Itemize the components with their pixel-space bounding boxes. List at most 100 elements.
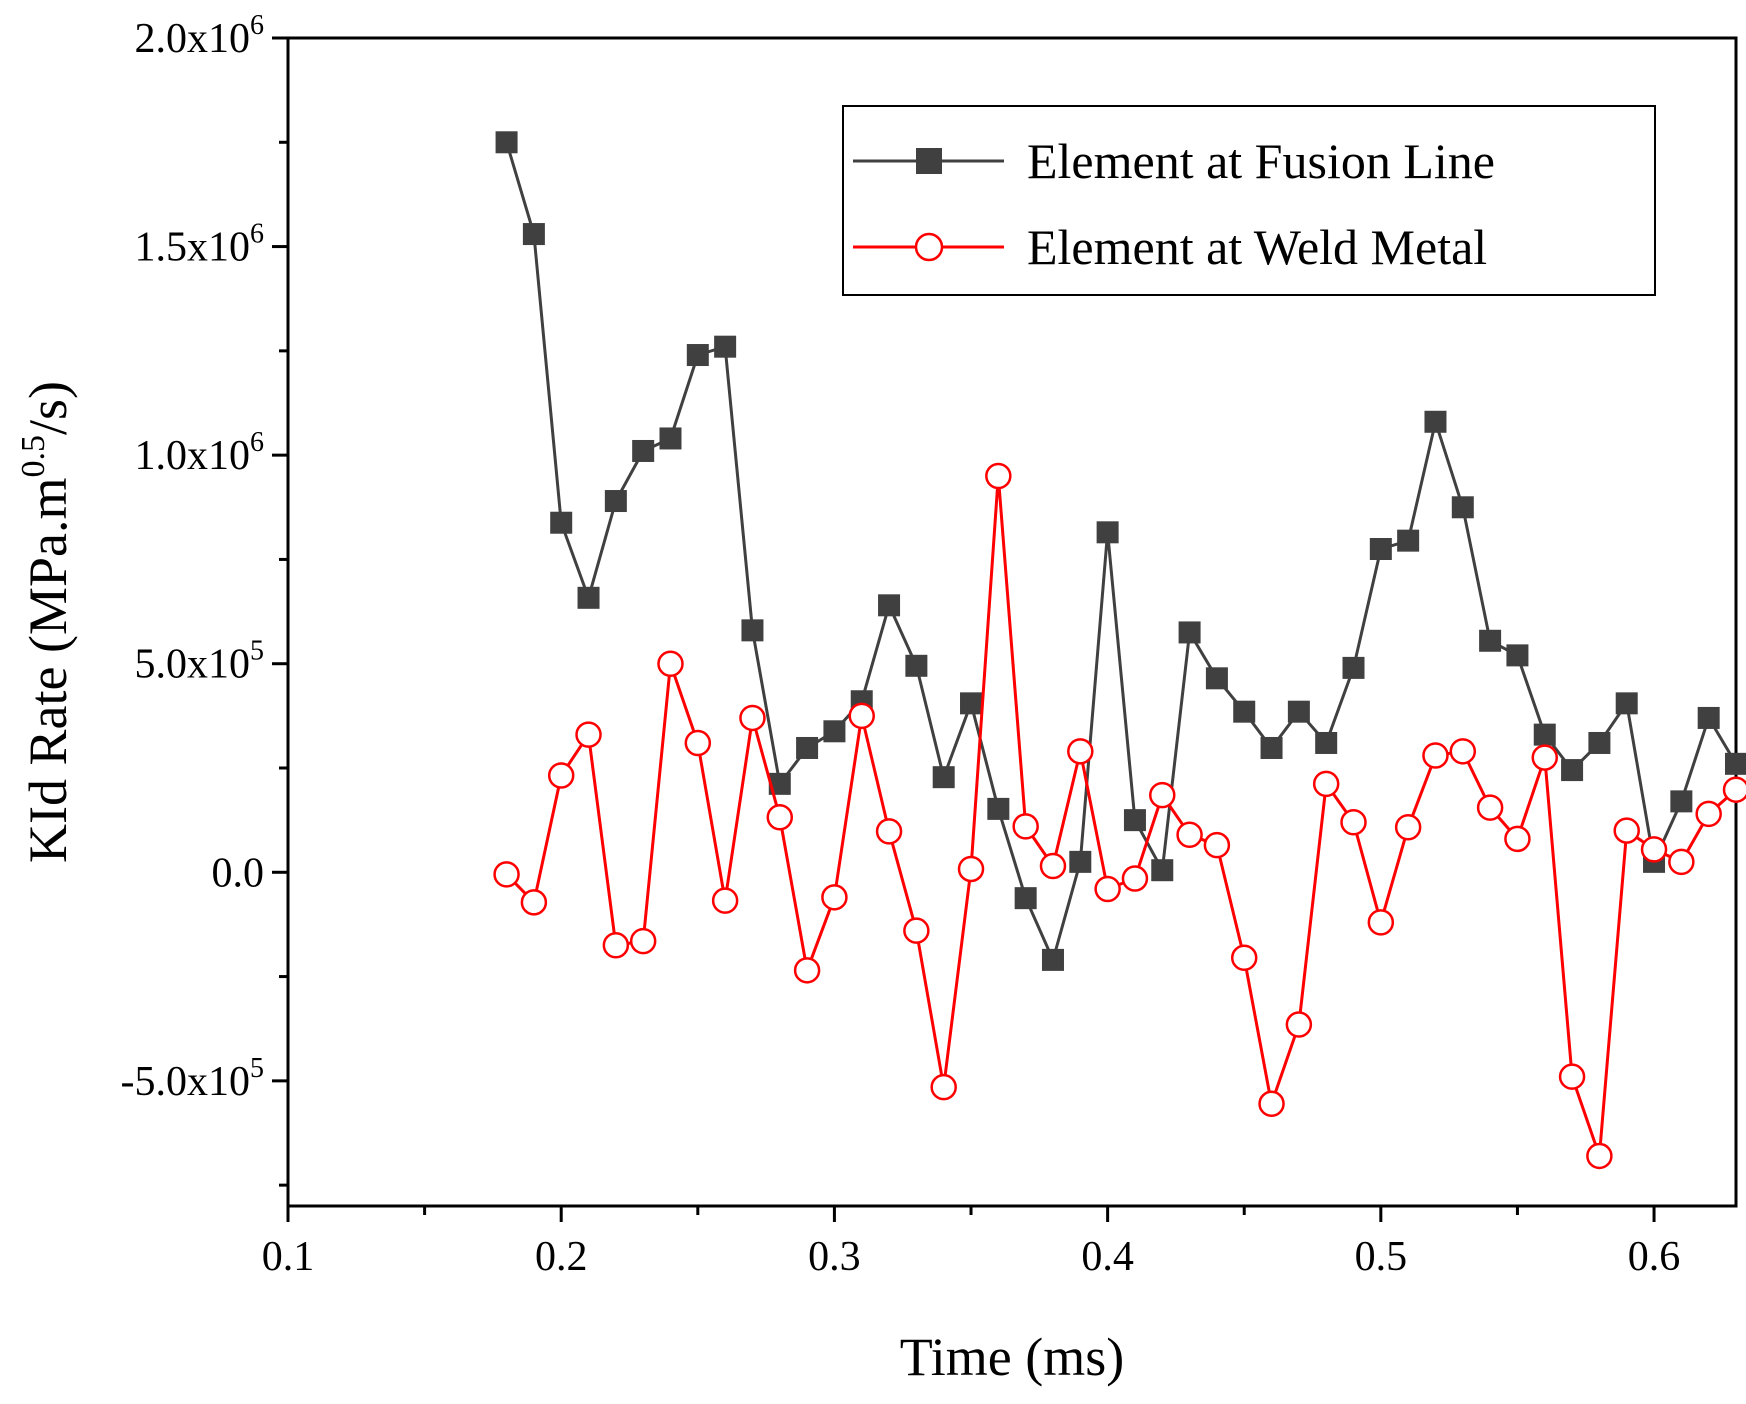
data-point-fusion-line xyxy=(1123,809,1146,832)
data-point-fusion-line xyxy=(577,586,600,609)
data-point-weld-metal xyxy=(1558,1063,1586,1090)
data-point-weld-metal xyxy=(1312,770,1340,798)
data-point-weld-metal xyxy=(821,884,848,911)
legend-box xyxy=(842,105,1656,296)
data-point-weld-metal xyxy=(1449,738,1477,765)
data-point-fusion-line xyxy=(1151,859,1174,882)
y-axis-title-exponent: 0.5 xyxy=(15,435,52,478)
data-point-weld-metal xyxy=(1149,781,1176,809)
x-tick-label: 0.3 xyxy=(808,1234,861,1280)
data-point-fusion-line xyxy=(1506,644,1529,667)
data-point-fusion-line xyxy=(1561,759,1584,782)
data-point-weld-metal xyxy=(1203,831,1231,859)
data-point-weld-metal xyxy=(1422,742,1449,769)
data-point-fusion-line xyxy=(1205,667,1228,690)
data-point-fusion-line xyxy=(1397,529,1420,552)
data-point-fusion-line xyxy=(659,427,682,450)
data-point-weld-metal xyxy=(848,702,875,730)
data-point-fusion-line xyxy=(1233,700,1256,723)
data-point-weld-metal xyxy=(520,889,548,916)
data-point-weld-metal xyxy=(1504,825,1531,853)
data-point-weld-metal xyxy=(793,957,821,984)
data-point-weld-metal xyxy=(1176,821,1203,848)
data-point-fusion-line xyxy=(1014,887,1037,910)
y-tick-exponent: 5 xyxy=(250,1053,264,1084)
y-tick-label: 5.0x105 xyxy=(135,636,265,688)
data-point-fusion-line xyxy=(741,619,764,642)
data-point-weld-metal xyxy=(711,887,739,914)
y-axis-title-prefix: KId Rate (MPa.m xyxy=(18,478,78,863)
data-point-weld-metal xyxy=(1367,909,1395,936)
data-point-weld-metal xyxy=(1394,813,1422,841)
data-point-weld-metal xyxy=(766,803,794,831)
data-point-fusion-line xyxy=(823,720,846,743)
data-point-fusion-line xyxy=(686,344,709,367)
data-point-weld-metal xyxy=(985,462,1012,490)
data-point-fusion-line xyxy=(1615,692,1638,715)
data-point-fusion-line xyxy=(1533,723,1556,746)
data-point-fusion-line xyxy=(1369,538,1392,560)
y-tick-exponent: 5 xyxy=(250,636,264,667)
data-point-fusion-line xyxy=(1670,790,1693,813)
data-point-weld-metal xyxy=(602,932,630,959)
data-point-weld-metal xyxy=(493,861,520,888)
data-point-weld-metal xyxy=(1039,852,1067,880)
data-point-weld-metal xyxy=(957,855,985,883)
data-point-weld-metal xyxy=(1094,875,1121,903)
data-point-fusion-line xyxy=(550,511,573,534)
data-point-weld-metal xyxy=(1340,808,1367,836)
y-axis-title: KId Rate (MPa.m0.5/s) xyxy=(15,381,78,863)
data-point-weld-metal xyxy=(1012,813,1039,840)
data-point-fusion-line xyxy=(1588,731,1611,754)
y-tick-exponent: 6 xyxy=(250,219,264,250)
y-tick-mantissa: 1.0x10 xyxy=(135,433,251,479)
data-point-weld-metal xyxy=(1476,794,1504,821)
legend-marker-fusion xyxy=(916,148,942,174)
data-point-fusion-line xyxy=(905,654,928,677)
data-point-fusion-line xyxy=(1697,706,1720,729)
data-point-fusion-line xyxy=(1315,731,1338,754)
data-point-weld-metal xyxy=(547,762,575,789)
data-point-fusion-line xyxy=(604,490,627,513)
x-axis-title: Time (ms) xyxy=(900,1327,1125,1387)
y-tick-label: 1.5x106 xyxy=(135,219,265,271)
data-point-weld-metal xyxy=(1531,744,1559,771)
data-point-fusion-line xyxy=(1725,752,1746,775)
data-point-weld-metal xyxy=(903,917,930,944)
data-point-fusion-line xyxy=(1260,736,1283,759)
data-point-weld-metal xyxy=(1695,800,1722,828)
legend: Element at Fusion Line Element at Weld M… xyxy=(842,105,1656,296)
data-point-weld-metal xyxy=(1067,738,1094,765)
data-point-weld-metal xyxy=(1285,1011,1313,1038)
data-point-fusion-line xyxy=(1451,496,1474,519)
data-point-fusion-line xyxy=(768,772,791,795)
data-point-weld-metal xyxy=(684,729,712,757)
data-point-fusion-line xyxy=(932,766,955,789)
y-tick-label: 0.0 xyxy=(212,850,265,896)
data-point-fusion-line xyxy=(1479,629,1502,652)
data-point-weld-metal xyxy=(1722,776,1746,803)
data-point-weld-metal xyxy=(629,927,657,955)
series-line-fusion-line xyxy=(505,141,1738,962)
data-point-fusion-line xyxy=(1287,700,1310,723)
data-point-fusion-line xyxy=(1178,621,1201,644)
data-point-weld-metal xyxy=(875,818,903,845)
x-axis-ticks: 0.1 0.2 0.3 0.4 0.5 0.6 xyxy=(262,1206,1680,1280)
data-point-weld-metal xyxy=(1640,836,1668,863)
y-tick-label: -5.0x105 xyxy=(121,1053,265,1105)
legend-label-weld: Element at Weld Metal xyxy=(1027,219,1487,275)
data-point-fusion-line xyxy=(987,797,1010,820)
data-point-fusion-line xyxy=(960,692,983,715)
x-tick-label: 0.2 xyxy=(535,1234,588,1280)
data-point-fusion-line xyxy=(522,223,545,246)
data-point-fusion-line xyxy=(632,439,655,462)
y-tick-exponent: 6 xyxy=(250,10,264,41)
legend-marker-weld xyxy=(914,232,944,262)
y-tick-mantissa: 1.5x10 xyxy=(135,225,251,271)
y-tick-exponent: 6 xyxy=(250,427,264,458)
data-point-fusion-line xyxy=(714,335,737,358)
y-tick-label: 2.0x106 xyxy=(135,10,265,62)
y-tick-mantissa: -5.0x10 xyxy=(121,1059,251,1105)
